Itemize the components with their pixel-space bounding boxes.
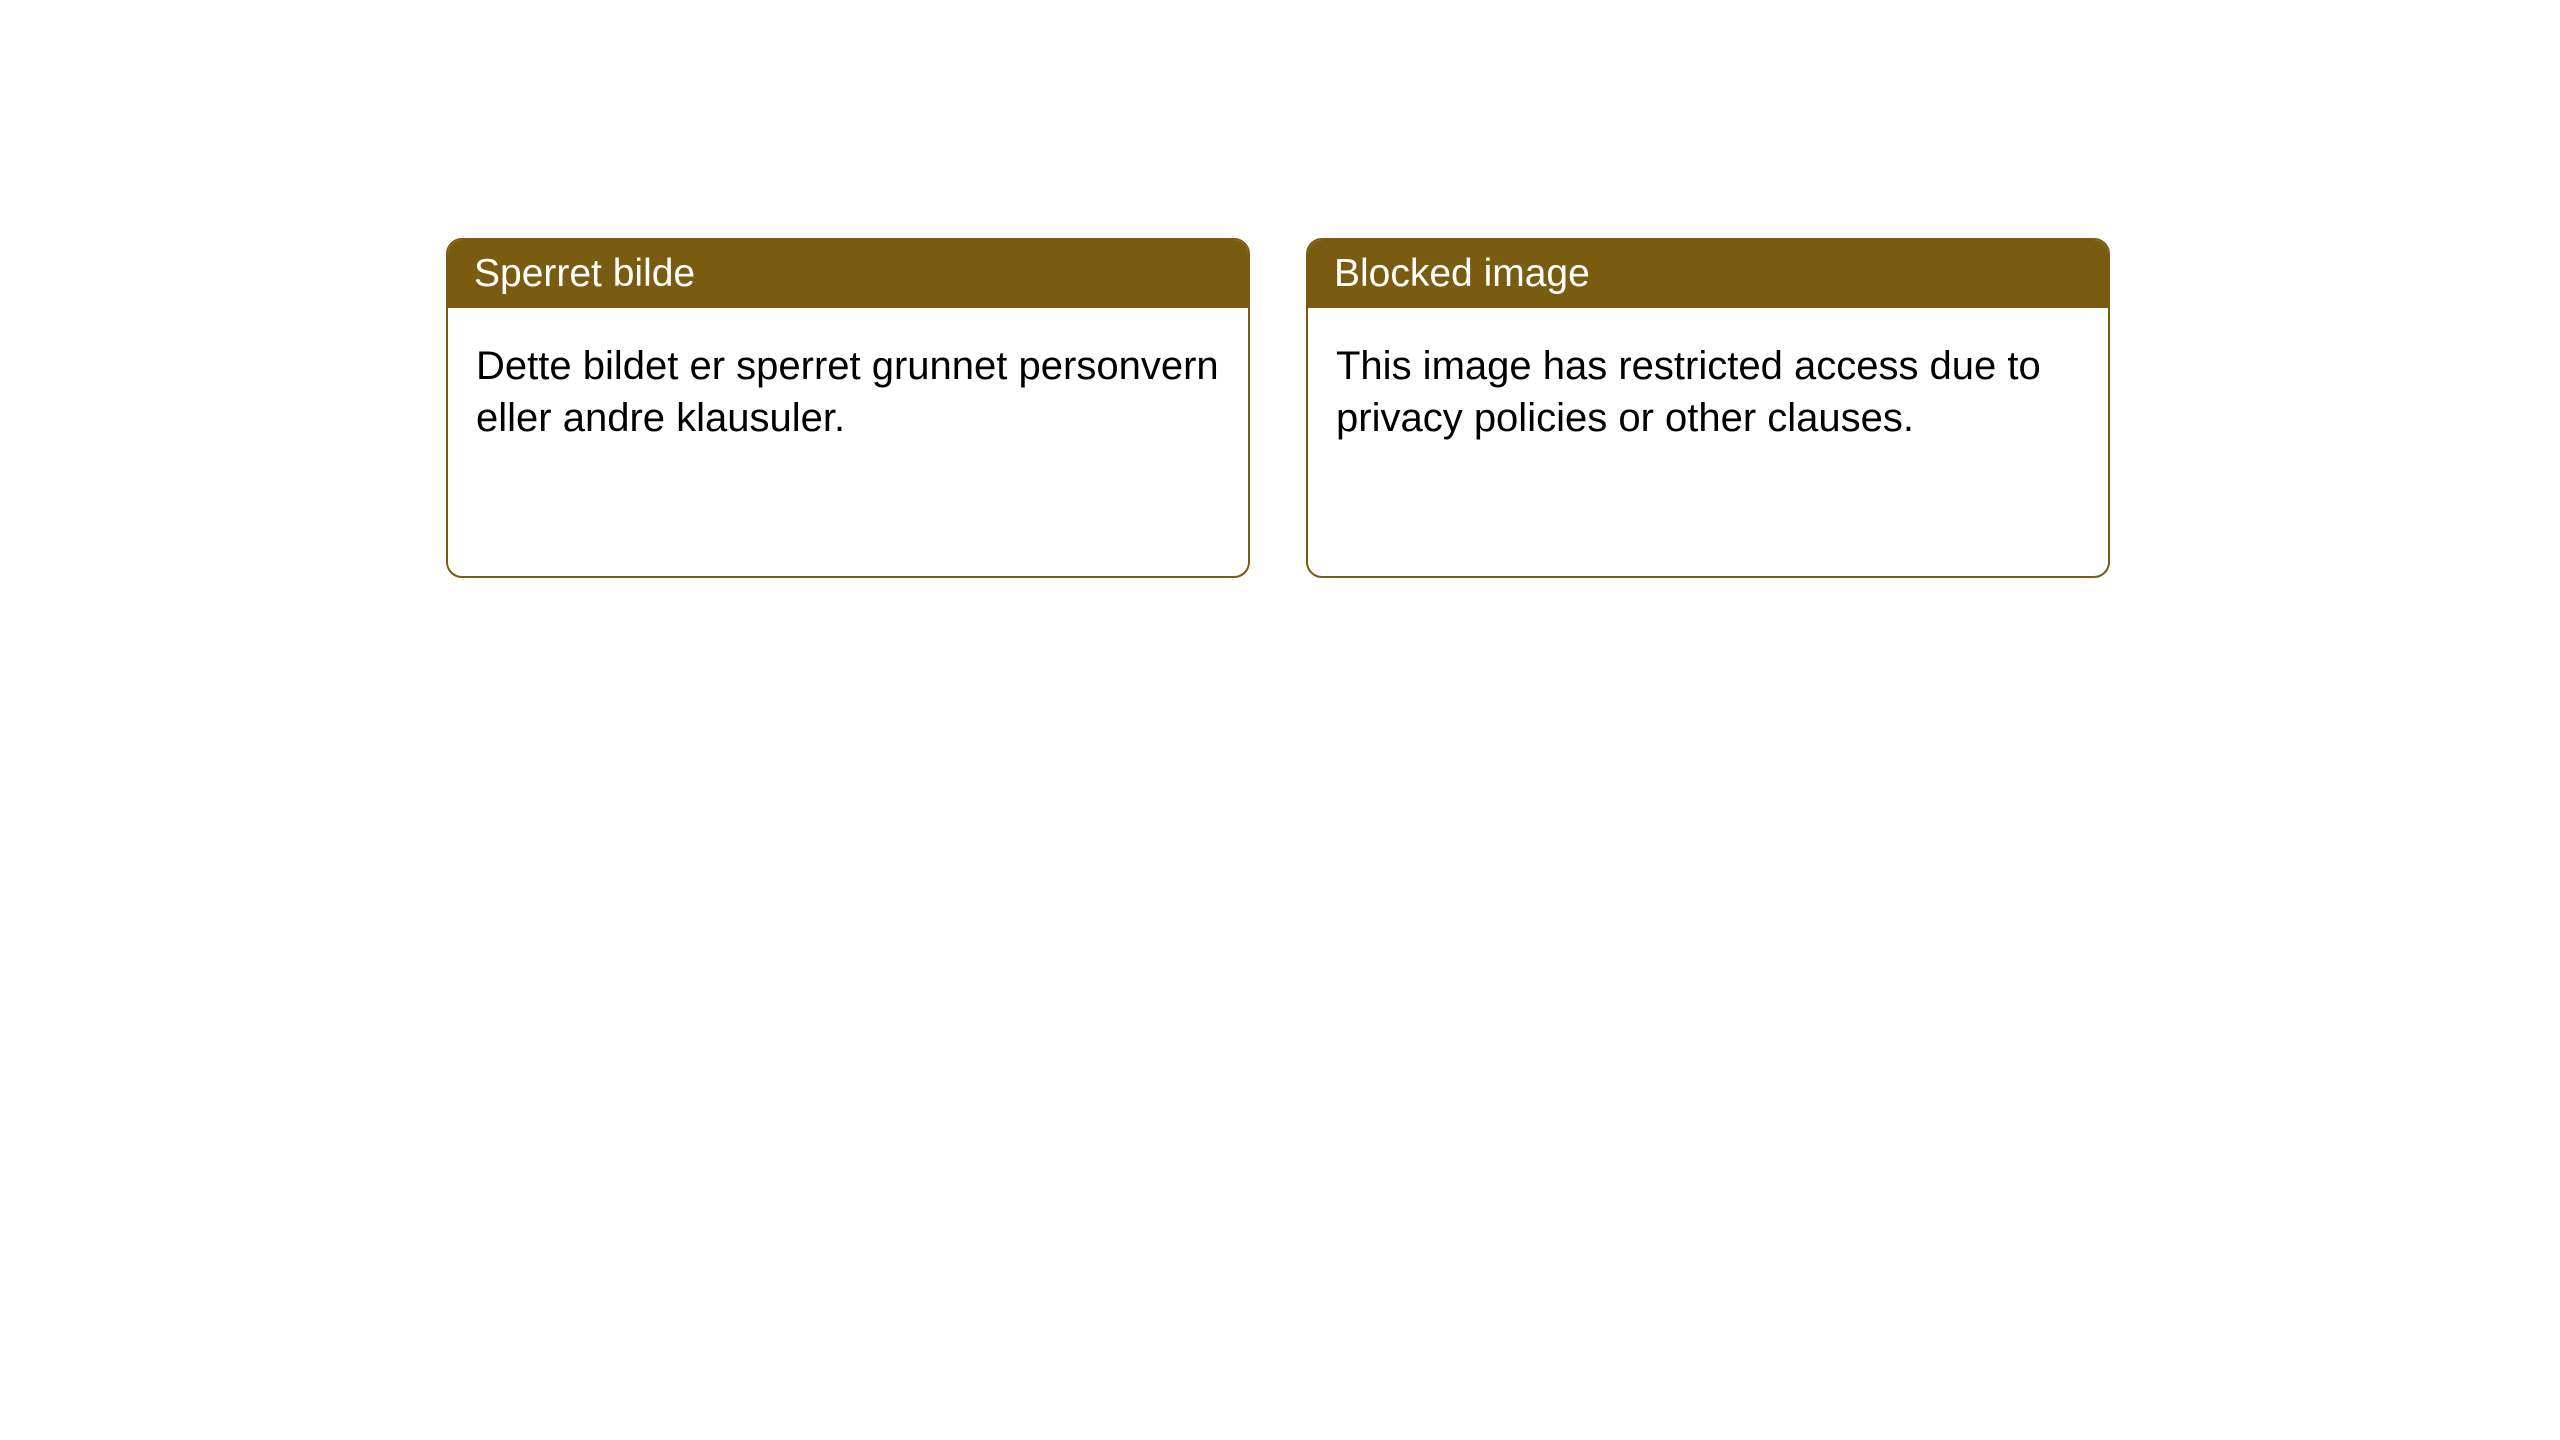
notice-header: Blocked image — [1308, 240, 2108, 308]
notice-message: Dette bildet er sperret grunnet personve… — [476, 344, 1219, 440]
notice-container: Sperret bilde Dette bildet er sperret gr… — [446, 238, 2110, 578]
notice-body: Dette bildet er sperret grunnet personve… — [448, 308, 1248, 576]
notice-body: This image has restricted access due to … — [1308, 308, 2108, 576]
notice-message: This image has restricted access due to … — [1336, 344, 2041, 440]
notice-title: Blocked image — [1334, 252, 1590, 295]
notice-card-norwegian: Sperret bilde Dette bildet er sperret gr… — [446, 238, 1250, 578]
notice-title: Sperret bilde — [474, 252, 695, 295]
notice-header: Sperret bilde — [448, 240, 1248, 308]
notice-card-english: Blocked image This image has restricted … — [1306, 238, 2110, 578]
